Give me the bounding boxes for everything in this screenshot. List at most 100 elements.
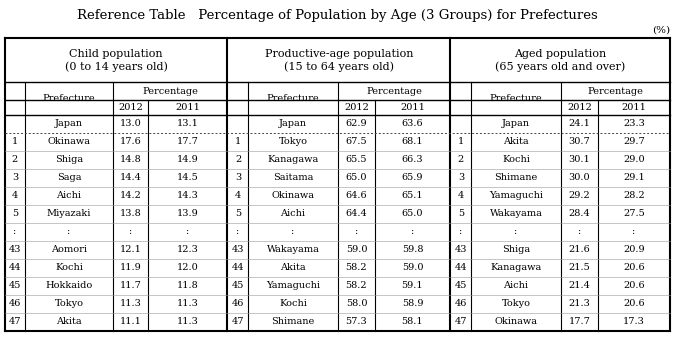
Text: Tokyo: Tokyo: [502, 299, 531, 309]
Text: 59.8: 59.8: [402, 245, 423, 254]
Text: 20.6: 20.6: [623, 264, 645, 273]
Text: Prefecture: Prefecture: [43, 94, 95, 103]
Text: Hokkaido: Hokkaido: [45, 281, 92, 290]
Text: 11.1: 11.1: [119, 318, 142, 326]
Text: 58.9: 58.9: [402, 299, 423, 309]
Text: Wakayama: Wakayama: [267, 245, 319, 254]
Text: 27.5: 27.5: [623, 209, 645, 219]
Text: 59.1: 59.1: [402, 281, 423, 290]
Text: :: :: [129, 228, 132, 237]
Text: 4: 4: [12, 192, 18, 200]
Text: Shiga: Shiga: [55, 155, 83, 164]
Text: 2012: 2012: [344, 103, 369, 112]
Text: 44: 44: [455, 264, 467, 273]
Text: 43: 43: [9, 245, 21, 254]
Text: 14.5: 14.5: [177, 174, 198, 183]
Text: Okinawa: Okinawa: [47, 138, 90, 147]
Text: 65.9: 65.9: [402, 174, 423, 183]
Text: 47: 47: [455, 318, 467, 326]
Text: (%): (%): [652, 25, 670, 34]
Text: Tokyo: Tokyo: [279, 138, 308, 147]
Text: Kanagawa: Kanagawa: [490, 264, 541, 273]
Text: 66.3: 66.3: [402, 155, 423, 164]
Text: Japan: Japan: [502, 119, 530, 129]
Text: :: :: [68, 228, 71, 237]
Text: 14.4: 14.4: [119, 174, 142, 183]
Text: 67.5: 67.5: [346, 138, 367, 147]
Text: 46: 46: [9, 299, 21, 309]
Text: Akita: Akita: [280, 264, 306, 273]
Text: 29.1: 29.1: [623, 174, 645, 183]
Text: Yamaguchi: Yamaguchi: [489, 192, 543, 200]
Text: 2011: 2011: [622, 103, 647, 112]
Text: 14.2: 14.2: [119, 192, 142, 200]
Text: 12.3: 12.3: [177, 245, 198, 254]
Text: 21.4: 21.4: [568, 281, 591, 290]
Text: :: :: [514, 228, 518, 237]
Text: 68.1: 68.1: [402, 138, 423, 147]
Text: 5: 5: [458, 209, 464, 219]
Text: 17.6: 17.6: [119, 138, 141, 147]
Text: Shimane: Shimane: [494, 174, 537, 183]
Text: 46: 46: [232, 299, 244, 309]
Text: 14.8: 14.8: [119, 155, 141, 164]
Text: Prefecture: Prefecture: [489, 94, 542, 103]
Text: Child population: Child population: [69, 49, 163, 59]
Text: Okinawa: Okinawa: [495, 318, 537, 326]
Text: 43: 43: [232, 245, 244, 254]
Text: 24.1: 24.1: [568, 119, 591, 129]
Text: Kochi: Kochi: [502, 155, 530, 164]
Text: Saitama: Saitama: [273, 174, 313, 183]
Text: 28.2: 28.2: [623, 192, 645, 200]
Text: Yamaguchi: Yamaguchi: [266, 281, 320, 290]
Text: (0 to 14 years old): (0 to 14 years old): [65, 62, 167, 72]
Text: 45: 45: [232, 281, 244, 290]
Text: 12.1: 12.1: [119, 245, 142, 254]
Text: Okinawa: Okinawa: [271, 192, 315, 200]
Text: 65.5: 65.5: [346, 155, 367, 164]
Text: 2012: 2012: [567, 103, 592, 112]
Text: Prefecture: Prefecture: [267, 94, 319, 103]
Text: (65 years old and over): (65 years old and over): [495, 62, 626, 72]
Text: Reference Table   Percentage of Population by Age (3 Groups) for Prefectures: Reference Table Percentage of Population…: [77, 9, 598, 23]
Text: Miyazaki: Miyazaki: [47, 209, 91, 219]
Text: 11.8: 11.8: [177, 281, 198, 290]
Text: 57.3: 57.3: [346, 318, 367, 326]
Text: 29.7: 29.7: [623, 138, 645, 147]
Text: 3: 3: [235, 174, 241, 183]
Text: Aichi: Aichi: [281, 209, 306, 219]
Text: 2011: 2011: [400, 103, 425, 112]
Text: 11.3: 11.3: [119, 299, 142, 309]
Text: 11.3: 11.3: [177, 299, 198, 309]
Text: 3: 3: [12, 174, 18, 183]
Text: Japan: Japan: [55, 119, 83, 129]
Text: 4: 4: [235, 192, 241, 200]
Text: Akita: Akita: [56, 318, 82, 326]
Text: 59.0: 59.0: [346, 245, 367, 254]
Text: Akita: Akita: [503, 138, 529, 147]
Text: (15 to 64 years old): (15 to 64 years old): [284, 62, 394, 72]
Text: Aged population: Aged population: [514, 49, 607, 59]
Text: 20.9: 20.9: [623, 245, 645, 254]
Text: 65.0: 65.0: [346, 174, 367, 183]
Text: 4: 4: [458, 192, 464, 200]
Text: 29.2: 29.2: [568, 192, 591, 200]
Text: 17.3: 17.3: [623, 318, 645, 326]
Text: Shiga: Shiga: [502, 245, 530, 254]
Text: 45: 45: [455, 281, 467, 290]
Text: 63.6: 63.6: [402, 119, 423, 129]
Text: 20.6: 20.6: [623, 281, 645, 290]
Text: 1: 1: [458, 138, 464, 147]
Text: 13.9: 13.9: [177, 209, 198, 219]
Text: 5: 5: [235, 209, 241, 219]
Text: 62.9: 62.9: [346, 119, 367, 129]
Text: 30.0: 30.0: [568, 174, 591, 183]
Text: Kochi: Kochi: [55, 264, 83, 273]
Text: 30.1: 30.1: [568, 155, 591, 164]
Text: 58.2: 58.2: [346, 264, 367, 273]
Text: :: :: [578, 228, 581, 237]
Text: Percentage: Percentage: [587, 86, 643, 95]
Text: 58.0: 58.0: [346, 299, 367, 309]
Text: 1: 1: [12, 138, 18, 147]
Text: 11.7: 11.7: [119, 281, 142, 290]
